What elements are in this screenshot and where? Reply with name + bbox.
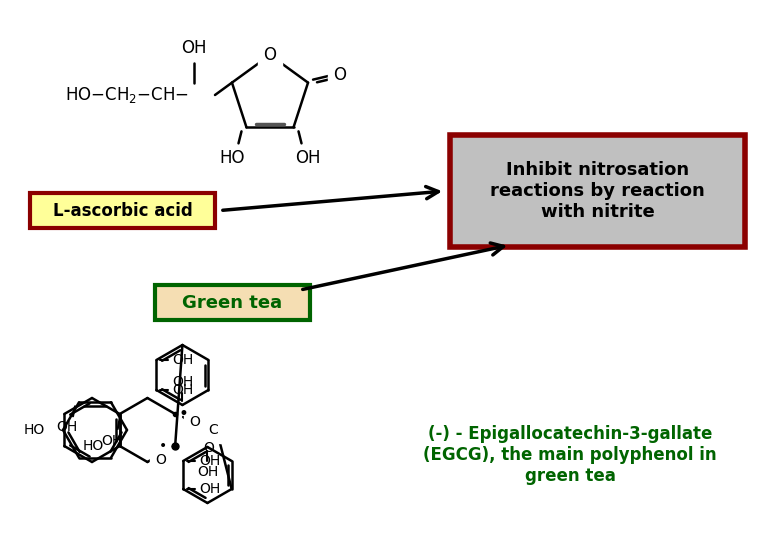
Text: HO: HO (83, 439, 104, 453)
Text: •: • (178, 405, 188, 423)
Text: O: O (264, 46, 276, 64)
FancyBboxPatch shape (30, 193, 215, 228)
Text: Inhibit nitrosation
reactions by reaction
with nitrite: Inhibit nitrosation reactions by reactio… (490, 161, 705, 221)
Text: OH: OH (197, 465, 218, 479)
Text: O: O (204, 441, 215, 455)
Text: OH: OH (101, 434, 122, 448)
Text: O: O (190, 415, 200, 429)
Text: Green tea: Green tea (183, 294, 282, 312)
Text: OH: OH (199, 482, 221, 496)
Text: OH: OH (295, 150, 321, 167)
Text: OH: OH (199, 454, 221, 468)
Text: (-) - Epigallocatechin-3-gallate
(EGCG), the main polyphenol in
green tea: (-) - Epigallocatechin-3-gallate (EGCG),… (424, 425, 717, 485)
Text: O: O (334, 66, 346, 84)
Text: OH: OH (172, 353, 193, 367)
FancyBboxPatch shape (155, 285, 310, 320)
Text: OH: OH (172, 375, 193, 389)
Text: HO$-$CH$_2$$-$CH$-$: HO$-$CH$_2$$-$CH$-$ (65, 85, 189, 105)
Text: C: C (208, 423, 218, 437)
Text: L-ascorbic acid: L-ascorbic acid (52, 201, 193, 219)
Text: •: • (159, 439, 167, 453)
Text: OH: OH (181, 39, 207, 57)
Text: O: O (155, 453, 166, 467)
Text: HO: HO (220, 150, 245, 167)
Text: OH: OH (172, 383, 193, 397)
Text: HO: HO (23, 423, 45, 437)
Text: OH: OH (56, 420, 78, 434)
FancyBboxPatch shape (450, 135, 745, 247)
